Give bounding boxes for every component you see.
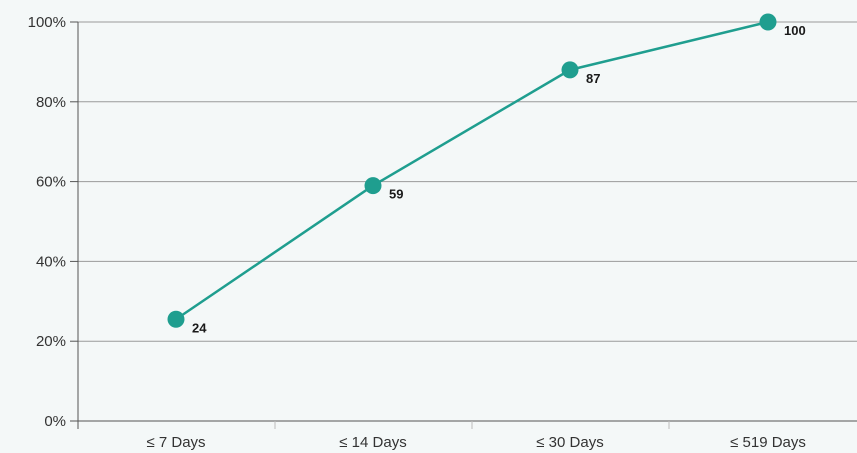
y-tick-label: 0% <box>44 413 66 430</box>
data-points <box>167 13 777 328</box>
y-tick-label: 80% <box>36 94 66 111</box>
data-point <box>364 177 382 195</box>
series-line-path <box>175 20 769 321</box>
y-tick-labels: 0% 20% 40% 60% 80% 100% <box>28 14 66 430</box>
data-point <box>561 61 579 79</box>
data-label: 24 <box>192 320 207 335</box>
data-labels: 24 59 87 100 <box>192 23 806 335</box>
gridlines <box>78 21 857 342</box>
data-point <box>759 13 777 31</box>
y-tick-label: 100% <box>28 14 66 31</box>
data-label: 87 <box>586 71 600 86</box>
series-line <box>175 20 769 321</box>
data-label: 59 <box>389 187 403 202</box>
x-tick-label: ≤ 30 Days <box>536 434 603 451</box>
x-tick-label: ≤ 14 Days <box>339 434 406 451</box>
y-tick-label: 20% <box>36 333 66 350</box>
axes <box>70 21 857 429</box>
data-point <box>167 310 185 328</box>
y-tick-label: 60% <box>36 174 66 191</box>
x-tick-label: ≤ 519 Days <box>730 434 806 451</box>
x-tick-label: ≤ 7 Days <box>146 434 205 451</box>
data-label: 100 <box>784 23 806 38</box>
x-tick-labels: ≤ 7 Days ≤ 14 Days ≤ 30 Days ≤ 519 Days <box>146 434 805 451</box>
y-tick-label: 40% <box>36 253 66 270</box>
